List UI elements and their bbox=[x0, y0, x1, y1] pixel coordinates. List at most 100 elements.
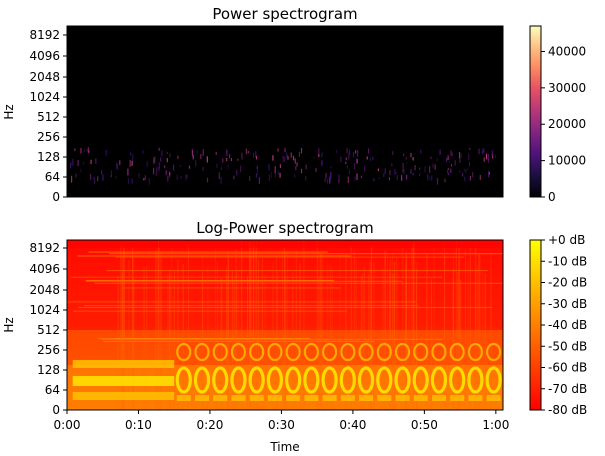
panel1-speck bbox=[410, 152, 412, 158]
panel2-ring bbox=[267, 342, 283, 362]
panel1-speck bbox=[328, 176, 331, 184]
panel1-speck bbox=[220, 177, 222, 184]
panel2-ring bbox=[394, 342, 411, 362]
panel1-speck bbox=[155, 173, 157, 176]
panel2-onset bbox=[467, 259, 469, 410]
panel1-speck bbox=[436, 177, 439, 185]
panel2-onset bbox=[458, 247, 460, 410]
panel2-harmonic bbox=[114, 337, 309, 339]
panel2-onset bbox=[216, 261, 218, 410]
panel1-speck bbox=[338, 174, 340, 181]
panel2-onset bbox=[452, 268, 454, 410]
panel2-ring bbox=[376, 342, 392, 362]
panel2-onset bbox=[202, 272, 204, 410]
panel2-onset bbox=[235, 249, 237, 410]
panel1-speck bbox=[468, 153, 470, 161]
panel2-onset bbox=[370, 262, 372, 410]
panel2-ring bbox=[376, 366, 393, 394]
panel1-speck bbox=[146, 160, 148, 167]
panel2-harmonic bbox=[103, 340, 375, 342]
panel2-onset bbox=[241, 240, 243, 410]
panel2-lowtone bbox=[72, 392, 175, 400]
panel1-speck bbox=[285, 152, 288, 158]
panel1-speck bbox=[95, 158, 97, 164]
panel1-speck bbox=[346, 148, 348, 154]
panel1-speck bbox=[345, 161, 347, 165]
panel2-harmonic bbox=[70, 276, 443, 278]
panel2-onset bbox=[396, 257, 398, 410]
panel2-onset bbox=[133, 277, 135, 410]
panel1-speck bbox=[427, 174, 429, 181]
panel2-ytick-label: 128 bbox=[37, 363, 60, 377]
panel2-onset bbox=[416, 262, 418, 410]
panel1-ytick-label: 512 bbox=[37, 110, 60, 124]
panel2-onset bbox=[469, 247, 471, 410]
panel2-ytick-label: 64 bbox=[45, 383, 60, 397]
panel1-speck bbox=[313, 156, 315, 160]
panel1-speck bbox=[340, 156, 342, 163]
panel1-speck bbox=[215, 152, 217, 155]
panel1-speck bbox=[237, 158, 239, 161]
panel2-ring bbox=[285, 366, 302, 394]
panel1-speck bbox=[369, 157, 372, 162]
panel1-speck bbox=[167, 175, 169, 182]
panel2-onset bbox=[264, 274, 266, 410]
panel2-lowtone bbox=[304, 395, 319, 401]
panel1-speck bbox=[290, 152, 292, 158]
panel1-speck bbox=[144, 175, 146, 180]
panel2-ring bbox=[230, 342, 247, 362]
panel1-speck bbox=[192, 155, 194, 160]
colorbar2-tick-label: -60 dB bbox=[548, 361, 587, 375]
panel1-speck bbox=[127, 177, 129, 184]
panel1-speck bbox=[450, 163, 453, 167]
panel2-onset bbox=[316, 240, 318, 410]
panel1-speck bbox=[305, 164, 307, 170]
panel2-onset bbox=[412, 242, 414, 410]
panel1-speck bbox=[119, 160, 121, 165]
panel1-speck bbox=[373, 178, 375, 182]
panel1-speck bbox=[165, 170, 167, 176]
panel1-speck bbox=[75, 173, 77, 178]
panel1-speck bbox=[227, 164, 229, 169]
panel2-onset bbox=[143, 267, 145, 410]
panel1-speck bbox=[321, 161, 323, 166]
panel2-onset bbox=[393, 273, 395, 410]
panel2-ring bbox=[194, 342, 210, 362]
panel2-harmonic bbox=[106, 270, 488, 272]
panel2-ylabel: Hz bbox=[2, 317, 16, 332]
panel2-ring bbox=[303, 366, 320, 394]
panel2-harmonic bbox=[85, 279, 334, 281]
panel2-xtick-label: 0:10 bbox=[125, 418, 152, 432]
panel2-onset bbox=[475, 269, 477, 410]
panel1-speck bbox=[88, 150, 90, 153]
panel1-speck bbox=[292, 155, 295, 161]
panel2-onset bbox=[452, 274, 454, 410]
panel2-onset bbox=[276, 270, 278, 410]
colorbar1-tick-label: 20000 bbox=[548, 117, 586, 131]
panel1-speck bbox=[466, 168, 468, 171]
panel1-speck bbox=[216, 163, 218, 169]
panel1-speck bbox=[405, 161, 408, 164]
panel1-activity bbox=[69, 147, 497, 185]
panel1-speck bbox=[300, 168, 303, 174]
panel1-speck bbox=[468, 161, 470, 167]
panel2-lowtone bbox=[468, 395, 483, 401]
panel2-onset bbox=[236, 272, 238, 410]
panel1-speck bbox=[228, 153, 231, 159]
panel1-speck bbox=[464, 176, 466, 182]
panel2-harmonic bbox=[78, 306, 493, 308]
panel2-ytick-label: 512 bbox=[37, 323, 60, 337]
panel1-title: Power spectrogram bbox=[212, 5, 357, 23]
panel1-speck bbox=[220, 166, 223, 171]
panel1-speck bbox=[274, 166, 276, 174]
panel2-onset bbox=[123, 252, 125, 410]
panel2-xtick-label: 1:00 bbox=[482, 418, 509, 432]
panel1-speck bbox=[185, 174, 187, 181]
panel2-onset bbox=[430, 278, 432, 410]
panel1-speck bbox=[82, 161, 85, 165]
panel1-speck bbox=[465, 169, 467, 174]
panel1-speck bbox=[353, 163, 356, 170]
panel1-speck bbox=[252, 152, 255, 158]
panel1-speck bbox=[447, 167, 449, 171]
panel1-speck bbox=[485, 153, 488, 160]
